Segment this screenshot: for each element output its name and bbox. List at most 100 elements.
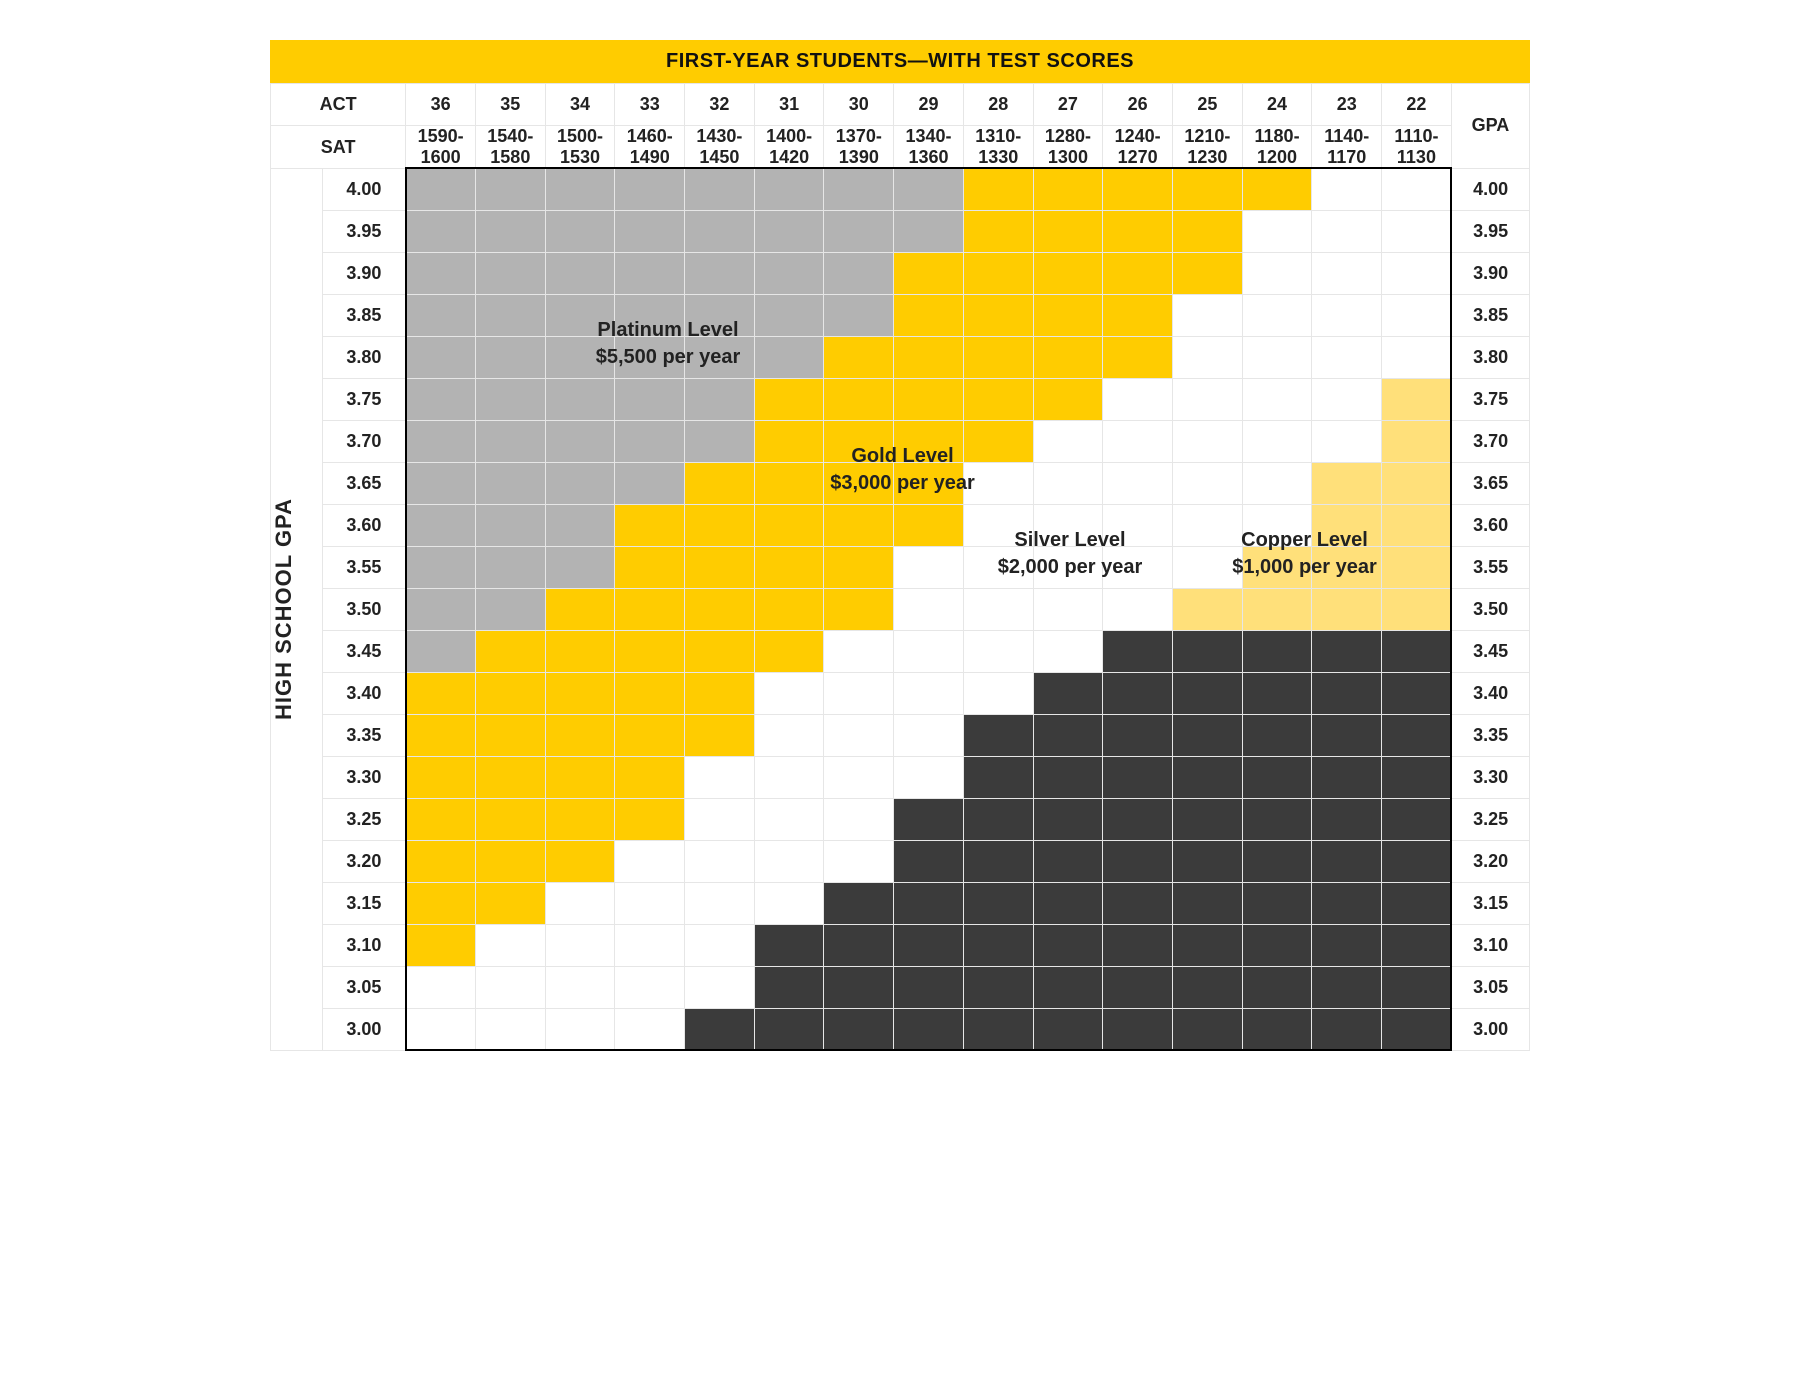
sat-col-13: 1140-1170	[1312, 126, 1382, 169]
cell-r8-c0	[406, 504, 476, 546]
sat-col-7: 1340-1360	[894, 126, 964, 169]
cell-r2-c1	[475, 252, 545, 294]
cell-r16-c6	[824, 840, 894, 882]
gpa-left-20: 3.00	[323, 1008, 406, 1050]
cell-r15-c10	[1103, 798, 1173, 840]
cell-r5-c6	[824, 378, 894, 420]
cell-r2-c8	[963, 252, 1033, 294]
cell-r14-c8	[963, 756, 1033, 798]
cell-r12-c13	[1312, 672, 1382, 714]
cell-r3-c8	[963, 294, 1033, 336]
act-col-5: 31	[754, 84, 824, 126]
cell-r2-c13	[1312, 252, 1382, 294]
gpa-right-4: 3.80	[1451, 336, 1529, 378]
cell-r14-c10	[1103, 756, 1173, 798]
cell-r20-c6	[824, 1008, 894, 1050]
cell-r9-c8	[963, 546, 1033, 588]
cell-r4-c3	[615, 336, 685, 378]
cell-r15-c11	[1172, 798, 1242, 840]
cell-r19-c13	[1312, 966, 1382, 1008]
cell-r19-c10	[1103, 966, 1173, 1008]
cell-r18-c7	[894, 924, 964, 966]
sat-col-1: 1540-1580	[475, 126, 545, 169]
cell-r9-c14	[1382, 546, 1452, 588]
cell-r11-c3	[615, 630, 685, 672]
cell-r11-c10	[1103, 630, 1173, 672]
cell-r6-c8	[963, 420, 1033, 462]
cell-r1-c5	[754, 210, 824, 252]
cell-r20-c9	[1033, 1008, 1103, 1050]
cell-r12-c9	[1033, 672, 1103, 714]
act-col-10: 26	[1103, 84, 1173, 126]
cell-r4-c10	[1103, 336, 1173, 378]
cell-r2-c4	[685, 252, 755, 294]
cell-r7-c8	[963, 462, 1033, 504]
cell-r0-c14	[1382, 168, 1452, 210]
cell-r6-c4	[685, 420, 755, 462]
cell-r8-c1	[475, 504, 545, 546]
cell-r0-c9	[1033, 168, 1103, 210]
cell-r18-c0	[406, 924, 476, 966]
cell-r18-c2	[545, 924, 615, 966]
cell-r20-c10	[1103, 1008, 1173, 1050]
cell-r17-c4	[685, 882, 755, 924]
cell-r13-c5	[754, 714, 824, 756]
cell-r0-c4	[685, 168, 755, 210]
cell-r20-c3	[615, 1008, 685, 1050]
cell-r19-c3	[615, 966, 685, 1008]
cell-r17-c8	[963, 882, 1033, 924]
cell-r11-c13	[1312, 630, 1382, 672]
cell-r11-c2	[545, 630, 615, 672]
cell-r9-c7	[894, 546, 964, 588]
gpa-left-15: 3.25	[323, 798, 406, 840]
cell-r18-c1	[475, 924, 545, 966]
act-col-14: 22	[1382, 84, 1452, 126]
cell-r11-c5	[754, 630, 824, 672]
cell-r2-c9	[1033, 252, 1103, 294]
cell-r4-c13	[1312, 336, 1382, 378]
cell-r4-c14	[1382, 336, 1452, 378]
sat-col-4: 1430-1450	[685, 126, 755, 169]
sat-col-8: 1310-1330	[963, 126, 1033, 169]
cell-r15-c14	[1382, 798, 1452, 840]
cell-r10-c9	[1033, 588, 1103, 630]
cell-r20-c0	[406, 1008, 476, 1050]
cell-r2-c0	[406, 252, 476, 294]
cell-r9-c3	[615, 546, 685, 588]
gpa-right-10: 3.50	[1451, 588, 1529, 630]
cell-r10-c3	[615, 588, 685, 630]
gpa-right-1: 3.95	[1451, 210, 1529, 252]
cell-r1-c13	[1312, 210, 1382, 252]
gpa-right-18: 3.10	[1451, 924, 1529, 966]
act-col-2: 34	[545, 84, 615, 126]
cell-r0-c0	[406, 168, 476, 210]
cell-r4-c8	[963, 336, 1033, 378]
cell-r13-c14	[1382, 714, 1452, 756]
cell-r20-c1	[475, 1008, 545, 1050]
cell-r5-c13	[1312, 378, 1382, 420]
sat-col-3: 1460-1490	[615, 126, 685, 169]
sat-col-6: 1370-1390	[824, 126, 894, 169]
cell-r0-c13	[1312, 168, 1382, 210]
gpa-left-11: 3.45	[323, 630, 406, 672]
yaxis-label: HIGH SCHOOL GPA	[271, 169, 297, 1050]
sat-col-2: 1500-1530	[545, 126, 615, 169]
cell-r4-c1	[475, 336, 545, 378]
sat-col-10: 1240-1270	[1103, 126, 1173, 169]
cell-r19-c14	[1382, 966, 1452, 1008]
cell-r0-c2	[545, 168, 615, 210]
cell-r1-c0	[406, 210, 476, 252]
cell-r10-c0	[406, 588, 476, 630]
cell-r10-c11	[1172, 588, 1242, 630]
cell-r15-c13	[1312, 798, 1382, 840]
cell-r18-c13	[1312, 924, 1382, 966]
cell-r7-c6	[824, 462, 894, 504]
scholarship-grid-table: ACT363534333231302928272625242322GPASAT1…	[270, 83, 1530, 1051]
cell-r6-c7	[894, 420, 964, 462]
cell-r17-c13	[1312, 882, 1382, 924]
cell-r14-c2	[545, 756, 615, 798]
cell-r4-c5	[754, 336, 824, 378]
cell-r17-c1	[475, 882, 545, 924]
cell-r11-c14	[1382, 630, 1452, 672]
gpa-left-4: 3.80	[323, 336, 406, 378]
